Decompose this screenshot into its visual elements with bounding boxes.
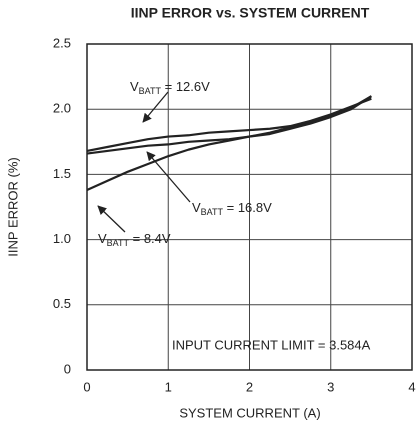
annotation-part: V: [130, 79, 139, 94]
annotation-sub: BATT: [107, 238, 130, 248]
y-tick-label: 2.5: [53, 35, 71, 50]
y-tick-label: 1.0: [53, 231, 71, 246]
annotation-sub: BATT: [201, 207, 224, 217]
x-tick-label: 2: [246, 379, 253, 394]
x-tick-label: 0: [83, 379, 90, 394]
y-tick-label: 2.0: [53, 101, 71, 116]
data-line: [86, 95, 372, 192]
annotation-part: = 12.6V: [161, 79, 210, 94]
data-line: [86, 95, 372, 155]
y-tick-label: 0.5: [53, 296, 71, 311]
y-axis-label: IINP ERROR (%): [5, 157, 20, 256]
annotation-part: V: [98, 231, 107, 246]
annotation: VBATT = 16.8V: [192, 200, 272, 217]
annotation: INPUT CURRENT LIMIT = 3.584A: [172, 337, 371, 352]
chart-title: IINP ERROR vs. SYSTEM CURRENT: [131, 5, 370, 21]
annotation-arrow: [146, 151, 191, 203]
x-axis-label: SYSTEM CURRENT (A): [179, 405, 320, 420]
x-tick-label: 1: [165, 379, 172, 394]
annotation-part: V: [192, 200, 201, 215]
data-line: [86, 97, 372, 153]
annotation-sub: BATT: [139, 86, 162, 96]
annotation-arrow: [142, 91, 169, 123]
y-tick-label: 1.5: [53, 166, 71, 181]
annotation: VBATT = 8.4V: [98, 231, 171, 248]
x-tick-label: 4: [408, 379, 415, 394]
annotation: VBATT = 12.6V: [130, 79, 210, 96]
annotation-part: = 8.4V: [129, 231, 171, 246]
x-tick-label: 3: [327, 379, 334, 394]
annotation-arrow: [97, 205, 126, 233]
annotation-part: = 16.8V: [223, 200, 272, 215]
plot-frame: [86, 43, 413, 371]
y-tick-label: 0: [64, 361, 71, 376]
